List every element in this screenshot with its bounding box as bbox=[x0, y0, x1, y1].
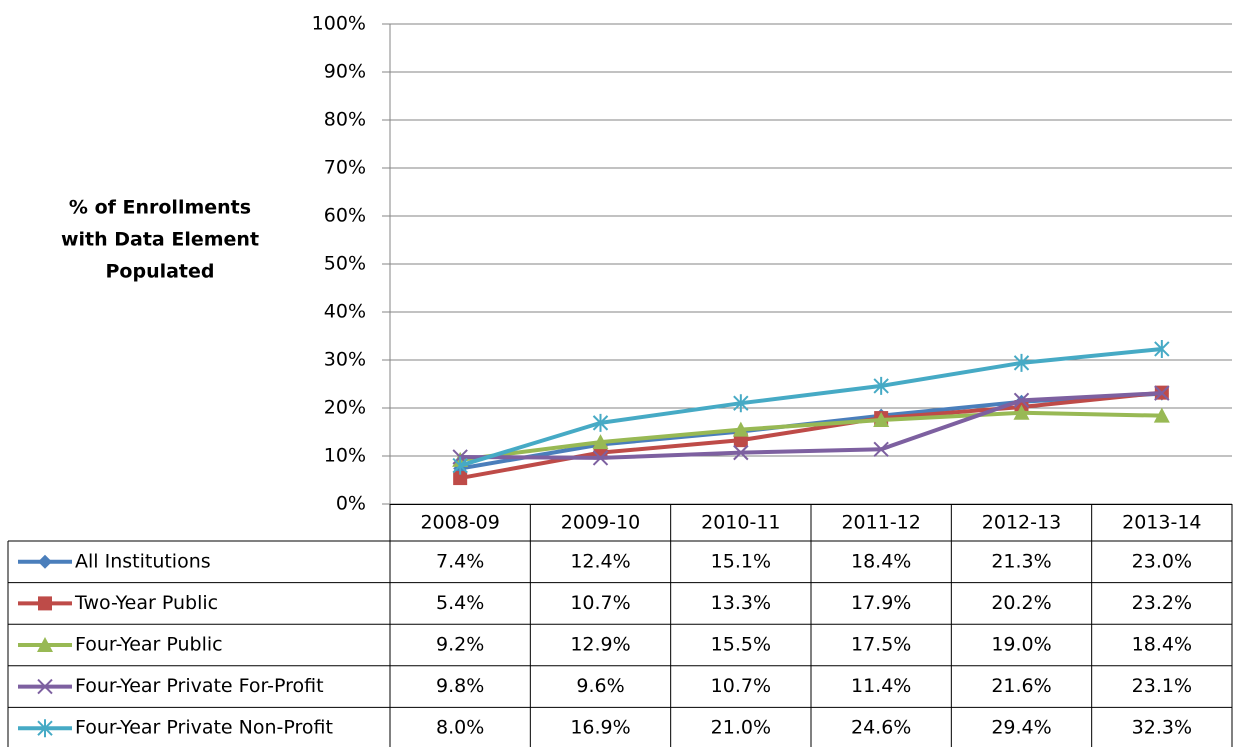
x-tick-label: 2011-12 bbox=[841, 512, 920, 534]
marker bbox=[873, 441, 889, 457]
table-value: 23.2% bbox=[1132, 592, 1192, 614]
series-line bbox=[459, 346, 1163, 468]
table-value: 21.3% bbox=[991, 550, 1051, 572]
y-tick-label: 20% bbox=[324, 397, 366, 419]
table-value: 9.8% bbox=[436, 675, 484, 697]
table-value: 12.4% bbox=[570, 550, 630, 572]
table-value: 17.9% bbox=[851, 592, 911, 614]
series-line bbox=[459, 410, 1162, 462]
table-value: 10.7% bbox=[570, 592, 630, 614]
table-value: 8.0% bbox=[436, 717, 484, 739]
y-tick-label: 80% bbox=[324, 109, 366, 131]
table-value: 18.4% bbox=[851, 550, 911, 572]
y-axis-label: % of Enrollments bbox=[69, 197, 251, 219]
marker bbox=[733, 433, 748, 448]
marker bbox=[733, 444, 749, 461]
marker bbox=[37, 678, 53, 695]
y-tick-label: 0% bbox=[336, 493, 366, 515]
table-value: 5.4% bbox=[436, 592, 484, 614]
table-value: 19.0% bbox=[991, 634, 1051, 656]
table-value: 16.9% bbox=[570, 717, 630, 739]
marker bbox=[873, 412, 890, 427]
x-tick-label: 2013-14 bbox=[1122, 512, 1201, 534]
x-tick-label: 2009-10 bbox=[561, 512, 640, 534]
marker bbox=[1153, 407, 1170, 423]
marker bbox=[37, 719, 53, 738]
marker bbox=[1013, 404, 1030, 420]
table-value: 23.1% bbox=[1132, 675, 1192, 697]
series-line bbox=[460, 391, 1162, 460]
marker bbox=[38, 596, 52, 611]
marker bbox=[873, 376, 889, 395]
y-tick-label: 10% bbox=[324, 445, 366, 467]
table-value: 13.3% bbox=[711, 592, 771, 614]
table-value: 29.4% bbox=[991, 717, 1051, 739]
y-tick-label: 60% bbox=[324, 205, 366, 227]
x-tick-label: 2012-13 bbox=[982, 512, 1061, 534]
marker bbox=[1013, 392, 1030, 409]
marker bbox=[733, 394, 749, 413]
marker bbox=[592, 434, 609, 450]
table-value: 21.6% bbox=[991, 675, 1051, 697]
marker bbox=[37, 637, 53, 652]
table-value: 24.6% bbox=[851, 717, 911, 739]
legend-label: All Institutions bbox=[75, 550, 211, 572]
table-value: 21.0% bbox=[711, 717, 771, 739]
marker bbox=[453, 471, 468, 486]
y-tick-label: 40% bbox=[324, 301, 366, 323]
y-tick-label: 70% bbox=[324, 157, 366, 179]
table-value: 11.4% bbox=[851, 675, 911, 697]
x-tick-label: 2008-09 bbox=[420, 512, 499, 534]
table-value: 10.7% bbox=[711, 675, 771, 697]
table-value: 23.0% bbox=[1132, 550, 1192, 572]
table-value: 15.1% bbox=[711, 550, 771, 572]
marker bbox=[1013, 353, 1030, 372]
marker bbox=[1154, 339, 1170, 358]
table-value: 9.2% bbox=[436, 634, 484, 656]
y-axis-label: Populated bbox=[105, 261, 214, 283]
table-value: 20.2% bbox=[991, 592, 1051, 614]
table-value: 32.3% bbox=[1132, 717, 1192, 739]
table-value: 17.5% bbox=[851, 634, 911, 656]
y-tick-label: 50% bbox=[324, 253, 366, 275]
marker bbox=[1154, 385, 1170, 401]
marker bbox=[452, 456, 468, 475]
legend-label: Two-Year Public bbox=[74, 592, 218, 614]
legend-label: Four-Year Private For-Profit bbox=[75, 675, 324, 697]
table-value: 18.4% bbox=[1132, 634, 1192, 656]
table-value: 15.5% bbox=[711, 634, 771, 656]
legend-label: Four-Year Public bbox=[75, 634, 223, 656]
table-value: 9.6% bbox=[576, 675, 624, 697]
y-tick-label: 30% bbox=[324, 349, 366, 371]
y-axis-label: with Data Element bbox=[61, 229, 259, 251]
legend-label: Four-Year Private Non-Profit bbox=[75, 717, 333, 739]
y-tick-label: 90% bbox=[324, 61, 366, 83]
marker bbox=[592, 413, 609, 432]
y-tick-label: 100% bbox=[312, 13, 366, 35]
marker bbox=[592, 450, 609, 466]
table-value: 7.4% bbox=[436, 550, 484, 572]
x-tick-label: 2010-11 bbox=[701, 512, 780, 534]
table-value: 12.9% bbox=[570, 634, 630, 656]
marker bbox=[38, 554, 52, 569]
marker bbox=[732, 421, 749, 437]
